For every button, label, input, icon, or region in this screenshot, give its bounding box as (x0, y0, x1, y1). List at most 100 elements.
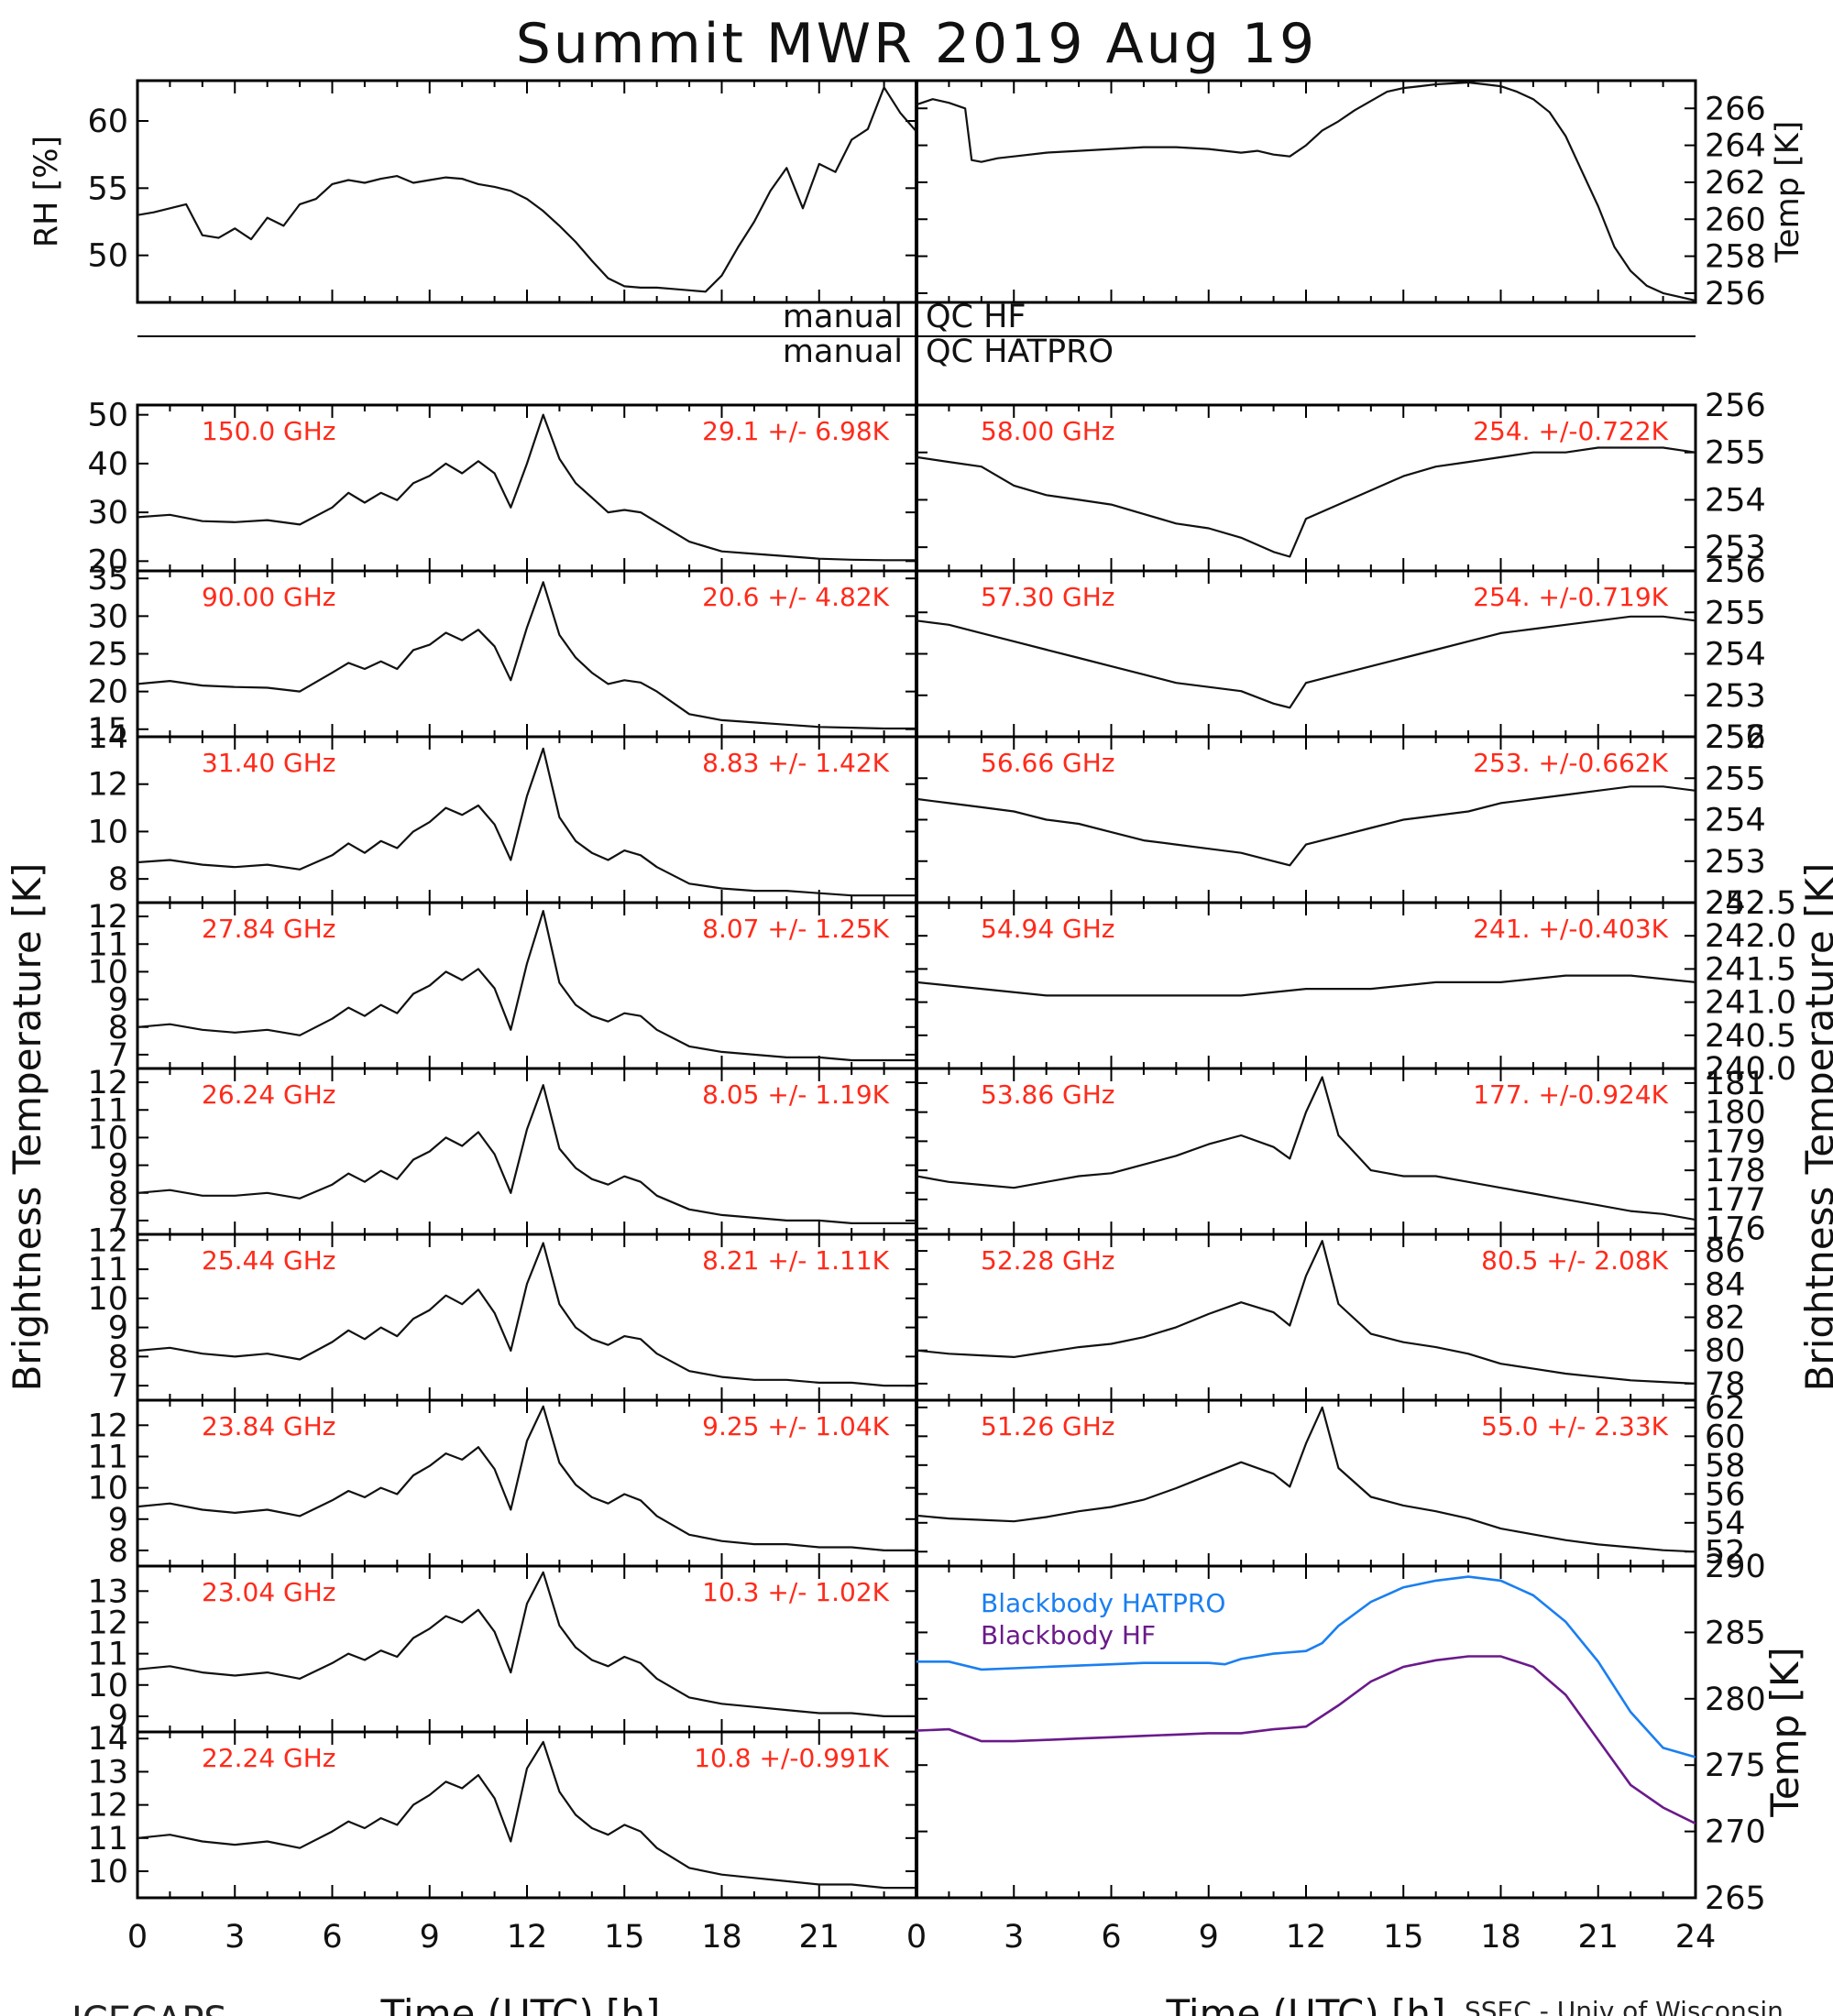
x-tick-label: 3 (1004, 1919, 1024, 1956)
y-tick-label: 7 (108, 1203, 128, 1240)
y-tick-label: 30 (87, 495, 128, 531)
y-tick-label: 12 (87, 767, 128, 804)
x-tick-label: 18 (1480, 1919, 1521, 1956)
frequency-label: 25.44 GHz (202, 1245, 336, 1276)
y-tick-label: 12 (87, 1408, 128, 1444)
x-axis-title-right: Time (UTC) [h] (1166, 1991, 1446, 2016)
frequency-label: 23.04 GHz (202, 1577, 336, 1607)
stats-label: 55.0 +/- 2.33K (1481, 1411, 1668, 1441)
panel-traces (137, 413, 916, 562)
y-tick-label: 275 (1705, 1748, 1766, 1784)
stats-label: 10.8 +/-0.991K (694, 1743, 889, 1773)
panel-traces (137, 1571, 916, 1717)
y-tick-label: 60 (87, 104, 128, 140)
y-tick-label: 15 (87, 712, 128, 749)
y-tick-label: 254 (1705, 482, 1766, 519)
panel-frame (136, 79, 918, 304)
panel-rh: 50 55 60 RH [%] (28, 79, 918, 304)
panel-traces (916, 785, 1696, 867)
panel-traces (916, 81, 1696, 302)
footer-credit-label: SSEC - Univ of Wisconsin (1465, 1996, 1784, 2016)
y-tick-label: 10 (87, 1854, 128, 1890)
x-tick-label: 24 (1675, 1919, 1717, 1956)
y-tick-label: 176 (1705, 1211, 1766, 1248)
y-tick-label: 8 (108, 861, 128, 898)
rh-axis-title: RH [%] (28, 136, 65, 247)
y-tick-label: 52 (1705, 1534, 1746, 1571)
y-tick-label: 60 (1705, 1419, 1746, 1455)
x-tick-label: 18 (701, 1919, 742, 1956)
y-tick-label: 84 (1705, 1266, 1746, 1303)
series-line-b5126 (916, 1406, 1696, 1553)
frequency-label: 58.00 GHz (981, 416, 1115, 446)
frequency-label: 54.94 GHz (981, 914, 1115, 944)
left-axis-title: Brightness Temperature [K] (5, 863, 49, 1392)
y-tick-label: 12 (87, 1222, 128, 1259)
y-tick-label: 262 (1705, 165, 1766, 202)
x-tick-label: 21 (798, 1919, 840, 1956)
y-tick-label: 8 (108, 1339, 128, 1375)
series-line-b5800 (916, 446, 1696, 558)
series-line-b2784 (137, 910, 916, 1062)
series-line-b5666 (916, 785, 1696, 867)
y-tick-label: 62 (1705, 1390, 1746, 1427)
y-tick-label: 266 (1705, 91, 1766, 127)
panel-traces (137, 910, 916, 1062)
series-line-rh (137, 86, 916, 293)
footer-left-label: ICECAPS (71, 2000, 227, 2016)
y-tick-label: 55 (87, 170, 128, 207)
y-tick-label: 78 (1705, 1366, 1746, 1403)
y-tick-label: 270 (1705, 1814, 1766, 1851)
x-tick-label: 21 (1577, 1919, 1619, 1956)
stats-label: 253. +/-0.662K (1473, 748, 1668, 778)
x-axis-title-left: Time (UTC) [h] (380, 1991, 661, 2016)
frequency-label: 56.66 GHz (981, 748, 1115, 778)
y-tick-label: 35 (87, 561, 128, 597)
y-tick-label: 256 (1705, 276, 1766, 312)
frequency-label: 26.24 GHz (202, 1079, 336, 1110)
y-tick-label: 256 (1705, 553, 1766, 590)
y-tick-label: 242.0 (1705, 918, 1796, 955)
stats-label: 8.21 +/- 1.11K (702, 1245, 889, 1276)
y-tick-label: 11 (87, 1252, 128, 1288)
panel-b3140: 8 10 12 14 31.40 GHz 8.83 +/- 1.42K (87, 719, 918, 904)
x-tick-label: 0 (906, 1919, 927, 1956)
y-tick-label: 9 (108, 1699, 128, 1736)
panel-b150: 20 30 40 50 150.0 GHz 29.1 +/- 6.98K (87, 398, 918, 580)
y-tick-label: 255 (1705, 761, 1766, 797)
stats-label: 80.5 +/- 2.08K (1481, 1245, 1668, 1276)
series-line-b2544 (137, 1242, 916, 1387)
panel-traces (916, 1076, 1696, 1222)
stats-label: 254. +/-0.719K (1473, 582, 1668, 612)
y-tick-label: 254 (1705, 637, 1766, 674)
y-tick-label: 8 (108, 1533, 128, 1570)
stats-label: 9.25 +/- 1.04K (702, 1411, 889, 1441)
series-line-b2384 (137, 1405, 916, 1551)
y-tick-label: 9 (108, 982, 128, 1019)
y-tick-label: 13 (87, 1754, 128, 1791)
series-line-temp (916, 81, 1696, 302)
y-tick-label: 256 (1705, 388, 1766, 424)
stats-label: 8.83 +/- 1.42K (702, 748, 889, 778)
y-tick-label: 10 (87, 814, 128, 850)
x-tick-label: 15 (604, 1919, 645, 1956)
panel-b5800: 253 254 255 256 58.00 GHz 254. +/-0.722K (915, 388, 1766, 573)
y-tick-label: 241.5 (1705, 951, 1796, 988)
stats-label: 8.05 +/- 1.19K (702, 1079, 889, 1110)
panel-b5666: 252 253 254 255 256 56.66 GHz 253. +/-0.662K (915, 719, 1766, 922)
y-tick-label: 256 (1705, 719, 1766, 756)
y-tick-label: 7 (108, 1368, 128, 1405)
x-tick-label: 12 (507, 1919, 548, 1956)
y-tick-label: 40 (87, 446, 128, 483)
y-tick-label: 10 (87, 1471, 128, 1507)
panel-traces (137, 1084, 916, 1224)
y-tick-label: 8 (108, 1010, 128, 1046)
